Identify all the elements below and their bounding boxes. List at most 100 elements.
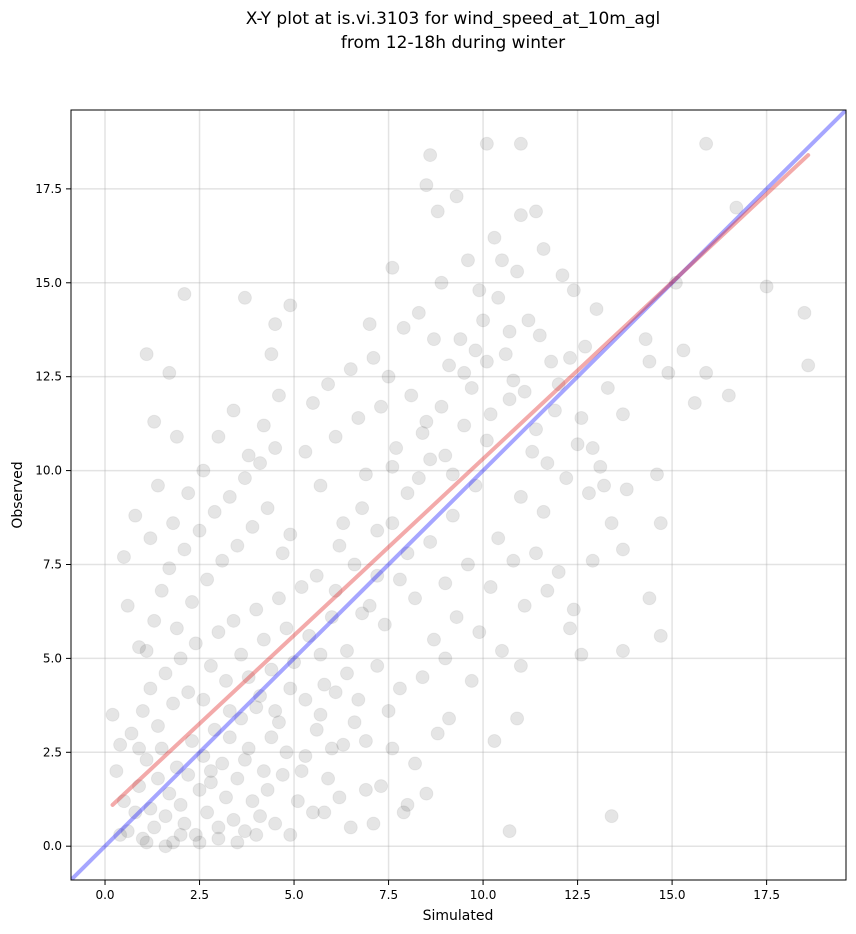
data-point	[305, 395, 320, 410]
data-point	[260, 501, 275, 516]
data-point	[279, 745, 294, 760]
data-point	[555, 268, 570, 283]
data-point	[638, 332, 653, 347]
data-point	[166, 696, 181, 711]
data-point	[525, 444, 540, 459]
data-point	[113, 737, 128, 752]
data-point	[479, 433, 494, 448]
data-point	[589, 302, 604, 317]
data-point	[668, 275, 683, 290]
data-point	[551, 377, 566, 392]
data-point	[445, 467, 460, 482]
data-point	[529, 422, 543, 437]
data-point	[268, 317, 283, 332]
data-point	[649, 467, 664, 482]
data-point	[411, 471, 426, 486]
data-point	[249, 602, 264, 617]
data-point	[551, 565, 566, 579]
data-point	[139, 643, 154, 658]
data-point	[241, 670, 256, 685]
data-point	[283, 827, 298, 842]
data-point	[506, 373, 521, 388]
data-point	[513, 658, 528, 673]
data-point	[143, 801, 158, 816]
data-point	[230, 835, 245, 850]
data-point	[271, 388, 286, 403]
data-point	[132, 741, 147, 756]
data-point	[392, 572, 407, 587]
data-point	[128, 508, 143, 523]
fit-line	[110, 153, 811, 807]
data-point	[139, 835, 154, 850]
data-point	[192, 782, 207, 797]
data-point	[404, 388, 419, 403]
data-point	[256, 764, 271, 779]
data-point	[419, 414, 434, 429]
data-point	[442, 711, 457, 726]
data-point	[177, 542, 192, 557]
data-point	[283, 681, 298, 696]
y-axis-label: Observed	[10, 461, 26, 528]
data-point	[245, 519, 260, 534]
data-point	[200, 572, 215, 587]
data-point	[347, 557, 362, 572]
data-point	[309, 568, 324, 583]
data-point	[196, 692, 211, 707]
data-point	[268, 441, 283, 456]
data-point	[729, 200, 744, 215]
data-point	[256, 418, 271, 433]
data-point	[597, 478, 612, 493]
data-point	[339, 643, 354, 658]
data-point	[457, 418, 472, 433]
data-point	[449, 610, 464, 625]
data-point	[139, 347, 154, 362]
y-tick-label: 15.0	[35, 276, 62, 290]
data-point	[177, 287, 192, 302]
data-point	[158, 809, 173, 824]
data-point	[203, 764, 218, 779]
data-point	[464, 673, 479, 688]
data-point	[374, 399, 388, 414]
reference-lines	[71, 110, 846, 880]
data-point	[487, 230, 502, 245]
data-point	[120, 598, 135, 613]
data-point	[374, 779, 388, 794]
data-point	[222, 489, 237, 504]
data-point	[158, 666, 173, 681]
data-point	[415, 670, 430, 685]
data-point	[116, 549, 131, 564]
data-point	[513, 489, 528, 504]
data-point	[355, 501, 370, 516]
data-point	[366, 350, 381, 365]
data-point	[283, 298, 298, 313]
data-point	[143, 681, 158, 696]
data-point	[222, 730, 237, 745]
data-point	[547, 403, 562, 418]
data-point	[351, 411, 366, 425]
data-point	[502, 824, 517, 839]
x-tick-label: 12.5	[564, 888, 591, 902]
data-point	[188, 827, 203, 842]
x-tick-label: 15.0	[659, 888, 686, 902]
data-point	[215, 756, 230, 771]
data-point	[498, 347, 513, 362]
data-point	[184, 734, 199, 749]
data-point	[241, 448, 256, 463]
data-point	[491, 531, 506, 546]
data-point	[124, 726, 139, 741]
data-point	[536, 504, 551, 519]
data-point	[430, 726, 445, 741]
y-tick-label: 5.0	[43, 651, 62, 665]
data-point	[173, 651, 188, 666]
data-point	[347, 715, 362, 730]
data-point	[132, 640, 147, 655]
data-point	[415, 426, 430, 441]
data-point	[351, 692, 366, 707]
data-point	[699, 136, 714, 151]
data-point	[237, 824, 252, 839]
data-point	[135, 703, 150, 718]
data-point	[479, 136, 494, 151]
data-point	[339, 666, 354, 681]
data-point	[377, 617, 392, 632]
data-point	[181, 767, 196, 782]
